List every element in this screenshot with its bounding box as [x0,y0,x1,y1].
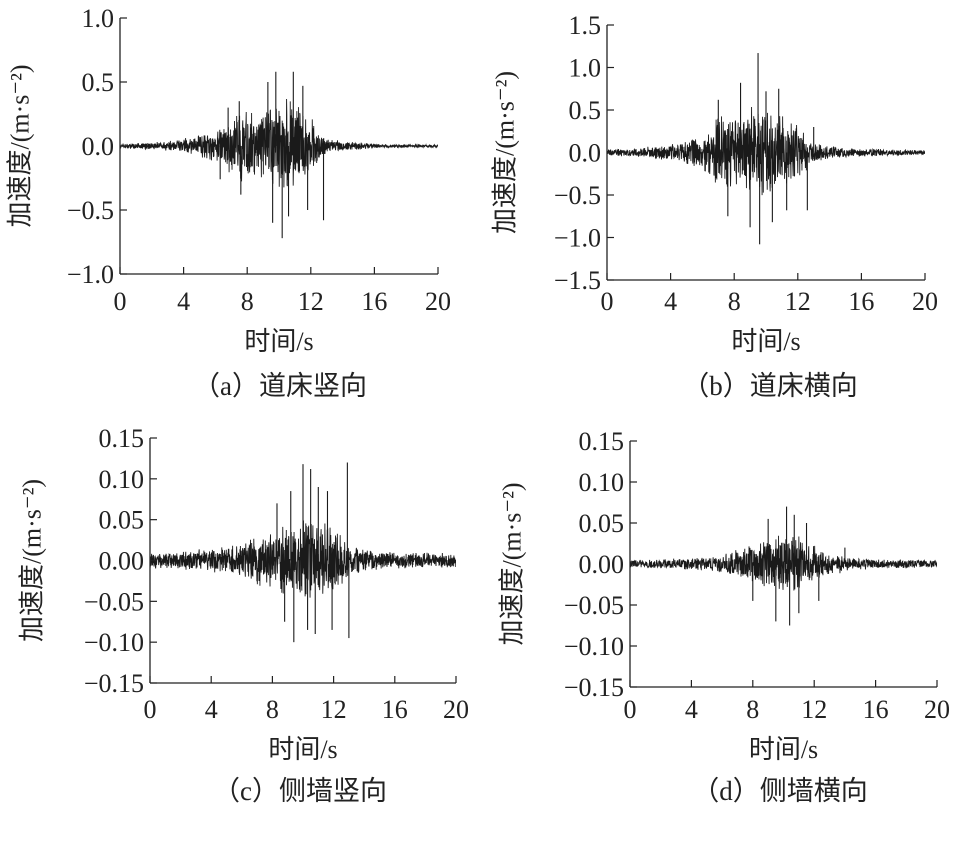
y-tick-label: −0.5 [554,181,601,210]
x-tick-label: 0 [601,287,614,316]
y-tick-label: 0.10 [99,465,145,494]
x-tick-label: 16 [361,287,387,316]
y-tick-label: 0.05 [579,509,625,538]
x-tick-label: 4 [177,287,190,316]
panel-caption: （c）侧墙竖向 [213,776,387,806]
x-tick-label: 16 [382,695,408,724]
x-tick-label: 8 [241,287,254,316]
y-tick-label: 0.5 [569,96,602,125]
y-tick-label: −0.5 [67,196,114,225]
y-tick-label: −1.0 [67,260,114,289]
y-tick-label: 1.0 [82,4,115,33]
x-axis-title: 时间/s [749,735,818,764]
y-axis-title: 加速度/(m·s⁻²) [491,71,520,234]
y-tick-label: 1.0 [569,54,602,83]
y-tick-label: 0.00 [99,547,145,576]
x-tick-label: 16 [848,287,874,316]
panel-d: −0.15 −0.10 −0.05 0.00 0.05 0.10 0.15 0 4 8 12 16 20… [498,427,951,806]
y-tick-label: 0.00 [579,550,625,579]
y-tick-label: 1.5 [569,11,602,40]
x-tick-label: 0 [144,695,157,724]
x-tick-label: 20 [924,695,950,724]
y-axis-title: 加速度/(m·s⁻²) [6,64,35,227]
x-tick-label: 0 [114,287,127,316]
y-tick-label: 0.15 [579,427,625,456]
x-tick-label: 12 [785,287,811,316]
x-tick-label: 0 [624,695,637,724]
panel-caption: （b）道床横向 [682,371,858,401]
x-tick-label: 4 [664,287,677,316]
y-tick-label: −0.10 [84,628,144,657]
x-tick-label: 8 [266,695,279,724]
panel-caption: （d）侧墙横向 [692,776,868,806]
y-tick-label: −0.05 [84,587,144,616]
signal-trace [120,99,438,188]
x-tick-label: 20 [425,287,451,316]
y-tick-label: −0.05 [564,591,624,620]
x-axis-title: 时间/s [268,735,337,764]
x-tick-label: 8 [746,695,759,724]
y-axis-title: 加速度/(m·s⁻²) [498,482,527,645]
y-tick-label: 0.10 [579,468,625,497]
x-tick-label: 4 [205,695,218,724]
x-tick-label: 12 [801,695,827,724]
x-tick-label: 4 [685,695,698,724]
x-axis-title: 时间/s [244,327,313,356]
y-tick-label: 0.0 [82,132,115,161]
x-tick-label: 8 [728,287,741,316]
y-tick-label: 0.0 [569,139,602,168]
panel-a: −1.0 −0.5 0.0 0.5 1.0 0 4 8 12 16 20 时间/s 加速度/(m·s⁻²… [6,4,452,401]
y-axis-title: 加速度/(m·s⁻²) [18,479,47,642]
x-axis-title: 时间/s [731,327,800,356]
x-tick-label: 20 [443,695,469,724]
x-tick-label: 12 [321,695,347,724]
y-tick-label: 0.05 [99,506,145,535]
x-tick-label: 12 [298,287,324,316]
signal-trace [630,535,937,591]
y-tick-label: 0.15 [99,424,145,453]
panel-c: −0.15 −0.10 −0.05 0.00 0.05 0.10 0.15 0 4 8 12 16 20… [18,424,470,806]
panel-b: −1.5 −1.0 −0.5 0.0 0.5 1.0 1.5 0 4 8 12 16 20 时间/s 加速度… [491,11,939,401]
x-tick-label: 16 [863,695,889,724]
y-tick-label: −0.15 [564,673,624,702]
y-tick-label: −0.10 [564,632,624,661]
x-tick-label: 20 [912,287,938,316]
y-tick-label: −0.15 [84,669,144,698]
panel-caption: （a）道床竖向 [193,371,367,401]
y-tick-label: 0.5 [82,68,115,97]
y-tick-label: −1.5 [554,266,601,295]
y-tick-label: −1.0 [554,224,601,253]
